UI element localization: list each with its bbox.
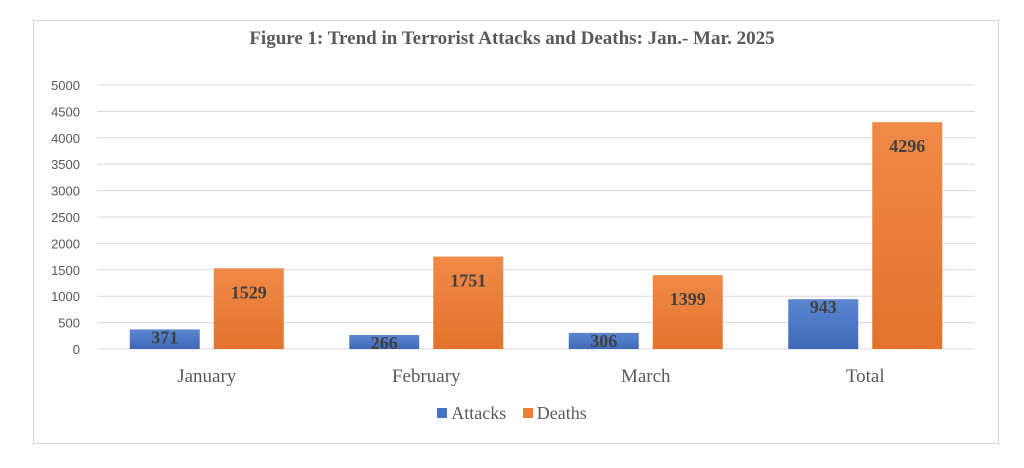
y-tick-label: 3000	[51, 184, 80, 199]
y-tick-label: 5000	[51, 78, 80, 93]
x-axis: January February March Total	[177, 366, 884, 387]
gridlines	[97, 84, 975, 350]
data-labels: 371 1529 266 1751 306 1399 943 4296	[151, 136, 925, 353]
data-label-deaths: 1399	[670, 289, 706, 309]
y-tick-label: 2500	[51, 210, 80, 225]
legend-label-attacks: Attacks	[451, 402, 507, 423]
bar-deaths[interactable]	[213, 268, 284, 349]
bar-deaths[interactable]	[872, 122, 943, 349]
x-tick-label: March	[621, 366, 671, 387]
data-label-deaths: 4296	[889, 136, 925, 156]
legend-item-deaths[interactable]: Deaths	[522, 402, 587, 424]
y-axis: 0 500 1000 1500 2000 2500 3000 3500 4000 4500 5000	[51, 78, 80, 357]
x-tick-label: January	[177, 366, 237, 387]
chart-frame	[33, 20, 999, 444]
y-tick-label: 500	[58, 316, 80, 331]
bars	[129, 122, 943, 349]
y-tick-label: 0	[73, 342, 80, 357]
data-label-attacks: 371	[151, 327, 178, 347]
legend-label-deaths: Deaths	[536, 402, 587, 423]
bar-attacks[interactable]	[129, 329, 200, 349]
y-tick-label: 4000	[51, 131, 80, 146]
legend-swatch-attacks	[437, 408, 448, 418]
bar-deaths[interactable]	[652, 275, 723, 349]
data-label-deaths: 1529	[231, 282, 267, 302]
bar-attacks[interactable]	[568, 332, 639, 349]
y-tick-label: 1000	[51, 289, 80, 304]
y-tick-label: 3500	[51, 157, 80, 172]
x-tick-label: February	[392, 366, 461, 387]
legend: Attacks Deaths	[0, 402, 1024, 424]
chart-title: Figure 1: Trend in Terrorist Attacks and…	[249, 28, 775, 49]
y-tick-label: 1500	[51, 263, 80, 278]
x-tick-label: Total	[846, 366, 885, 387]
data-label-attacks: 943	[810, 297, 837, 317]
data-label-attacks: 306	[590, 331, 617, 351]
data-label-deaths: 1751	[450, 271, 486, 291]
legend-swatch-deaths	[522, 408, 533, 418]
bar-attacks[interactable]	[349, 334, 420, 349]
bar-deaths[interactable]	[433, 256, 504, 349]
y-tick-label: 4500	[51, 104, 80, 119]
legend-item-attacks[interactable]: Attacks	[437, 403, 506, 424]
y-tick-label: 2000	[51, 236, 80, 251]
data-label-attacks: 266	[371, 333, 398, 353]
bar-attacks[interactable]	[788, 299, 859, 349]
